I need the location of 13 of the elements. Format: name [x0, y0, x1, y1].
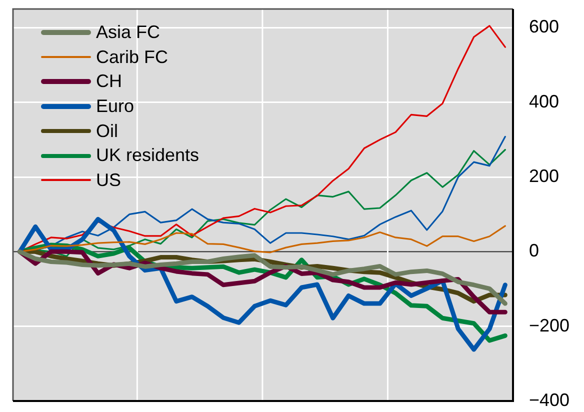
legend-label: UK residents — [96, 144, 200, 168]
legend-label: Euro — [96, 95, 134, 118]
y-tick-label: −400 — [529, 390, 570, 410]
y-tick-label: 200 — [529, 166, 560, 186]
legend-label: US — [96, 169, 122, 192]
legend-label: Asia FC — [96, 21, 160, 44]
y-tick-label: 400 — [529, 91, 560, 112]
legend-label: Oil — [96, 120, 118, 143]
y-tick-label: −200 — [529, 315, 570, 336]
legend-label: CH — [96, 70, 122, 94]
legend-label: Carib FC — [96, 46, 168, 69]
y-tick-label: 600 — [529, 16, 560, 37]
y-tick-label: 0 — [529, 240, 540, 261]
